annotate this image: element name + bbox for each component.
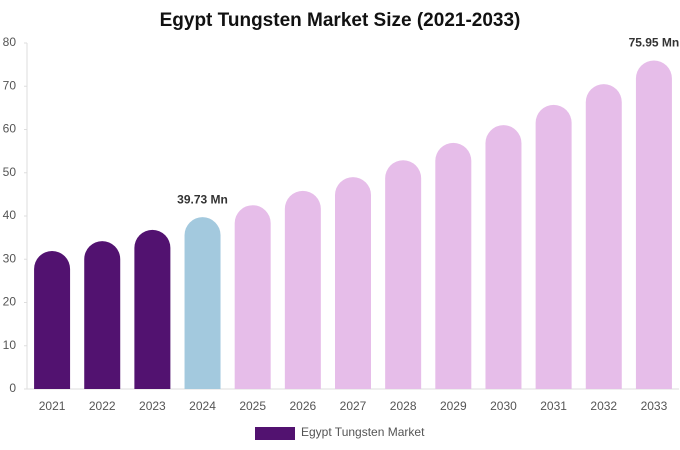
chart-title: Egypt Tungsten Market Size (2021-2033) — [160, 10, 521, 31]
bar — [184, 217, 221, 389]
y-tick-label: 60 — [3, 122, 17, 136]
x-tick-label: 2032 — [590, 399, 617, 413]
bar — [234, 205, 271, 389]
x-tick-label: 2023 — [139, 399, 166, 413]
y-tick-label: 50 — [3, 165, 17, 179]
x-tick-label: 2028 — [390, 399, 417, 413]
bar — [485, 125, 522, 390]
x-tick-label: 2021 — [39, 399, 66, 413]
bar — [284, 190, 321, 389]
bar — [535, 104, 572, 389]
bar — [385, 160, 422, 389]
x-tick-label: 2027 — [340, 399, 367, 413]
x-tick-label: 2031 — [540, 399, 567, 413]
y-tick-label: 80 — [3, 35, 17, 49]
bar — [585, 84, 622, 390]
bar — [134, 229, 171, 389]
y-tick-label: 30 — [3, 251, 17, 265]
x-tick-label: 2026 — [289, 399, 316, 413]
y-tick-label: 70 — [3, 78, 17, 92]
y-tick-label: 40 — [3, 208, 17, 222]
bar — [435, 142, 472, 389]
legend-label: Egypt Tungsten Market — [301, 425, 425, 439]
y-tick-label: 10 — [3, 338, 17, 352]
x-tick-label: 2030 — [490, 399, 517, 413]
legend-swatch — [255, 427, 295, 440]
bar — [335, 177, 371, 389]
x-tick-label: 2033 — [641, 399, 668, 413]
x-tick-label: 2025 — [239, 399, 266, 413]
bar — [34, 251, 71, 389]
y-tick-label: 0 — [9, 381, 16, 395]
y-tick-label: 20 — [3, 295, 17, 309]
x-tick-label: 2024 — [189, 399, 216, 413]
bar — [635, 60, 672, 390]
x-tick-label: 2022 — [89, 399, 116, 413]
x-tick-label: 2029 — [440, 399, 467, 413]
value-label: 39.73 Mn — [177, 192, 228, 206]
value-label: 75.95 Mn — [629, 36, 680, 50]
bar — [84, 241, 121, 389]
